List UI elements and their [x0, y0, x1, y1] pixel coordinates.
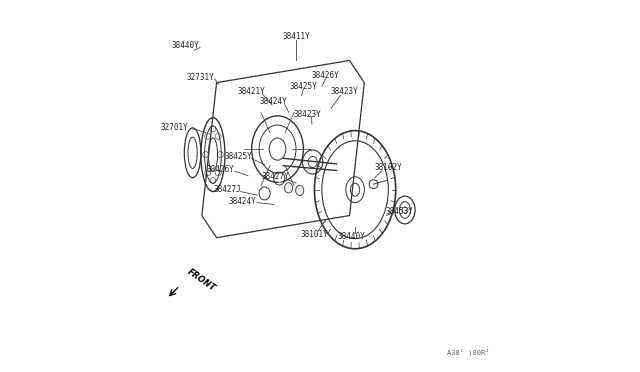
Text: 38424Y: 38424Y [228, 197, 257, 206]
Text: 38426Y: 38426Y [207, 165, 234, 174]
Text: 32701Y: 32701Y [160, 123, 188, 132]
Text: 38427Y: 38427Y [262, 172, 289, 181]
Text: 38425Y: 38425Y [289, 82, 317, 91]
Ellipse shape [296, 185, 304, 196]
Text: 38421Y: 38421Y [238, 87, 266, 96]
Text: 38427J: 38427J [214, 185, 241, 194]
Ellipse shape [285, 183, 292, 193]
Text: 38453Y: 38453Y [385, 206, 413, 216]
Text: 38426Y: 38426Y [312, 71, 339, 80]
Text: 38423Y: 38423Y [293, 109, 321, 119]
Text: 38101Y: 38101Y [301, 230, 328, 239]
Text: FRONT: FRONT [185, 267, 217, 293]
Text: 32731Y: 32731Y [186, 73, 214, 81]
Ellipse shape [262, 190, 268, 197]
Text: A38¹ )00R¹: A38¹ )00R¹ [447, 348, 490, 356]
Text: 38102Y: 38102Y [374, 163, 402, 172]
Ellipse shape [276, 175, 282, 182]
Text: 38424Y: 38424Y [260, 97, 288, 106]
Text: 38423Y: 38423Y [330, 87, 358, 96]
Text: 38440Y: 38440Y [337, 232, 365, 241]
Text: 38440Y: 38440Y [172, 41, 199, 50]
Text: 38411Y: 38411Y [282, 32, 310, 41]
Text: 38425Y: 38425Y [225, 152, 253, 161]
